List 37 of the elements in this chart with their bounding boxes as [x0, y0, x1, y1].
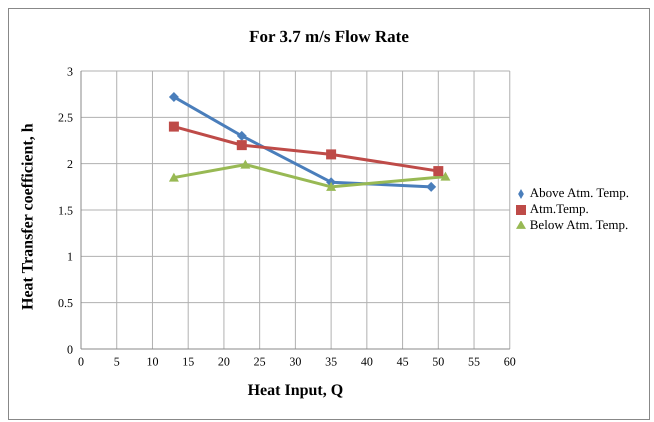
x-tick-label: 15: [182, 354, 194, 369]
x-tick-label: 40: [360, 354, 373, 369]
x-tick-label: 35: [325, 354, 338, 369]
point: [168, 92, 179, 102]
x-tick-label: 50: [432, 354, 444, 369]
y-tick-label: 1.5: [58, 203, 73, 218]
y-tick-label: 0: [67, 342, 73, 356]
point: [326, 149, 336, 160]
x-tick-label: 25: [254, 354, 266, 369]
x-axis-title: Heat Input, Q: [248, 382, 344, 399]
y-axis-title: Heat Transfer coefficient, h: [20, 123, 37, 310]
point: [168, 172, 179, 182]
point: [168, 122, 179, 132]
x-tick-label: 45: [396, 354, 409, 369]
x-tick-label: 10: [146, 354, 158, 369]
point: [426, 182, 436, 192]
x-tick-label: 5: [114, 354, 120, 369]
legend-label: Below Atm. Temp.: [530, 217, 628, 232]
chart-title: For 3.7 m/s Flow Rate: [248, 27, 410, 47]
point: [440, 172, 450, 181]
y-tick-label: 2: [67, 156, 73, 171]
point: [236, 140, 247, 150]
x-tick-label: 60: [504, 354, 516, 369]
x-tick-label: 20: [218, 354, 230, 369]
y-tick-label: 0.5: [58, 296, 73, 310]
x-tick-label: 0: [78, 354, 84, 369]
legend-label: Above Atm. Temp.: [530, 185, 629, 200]
y-tick-label: 2.5: [58, 110, 73, 125]
x-tick-label: 55: [468, 354, 480, 369]
point: [326, 182, 336, 191]
y-tick-label: 1: [67, 250, 73, 264]
point: [236, 130, 247, 141]
legend-label: Atm.Temp.: [530, 201, 589, 216]
point: [240, 160, 250, 169]
point: [433, 166, 444, 176]
y-tick-label: 3: [67, 64, 73, 78]
x-tick-label: 30: [289, 354, 302, 369]
